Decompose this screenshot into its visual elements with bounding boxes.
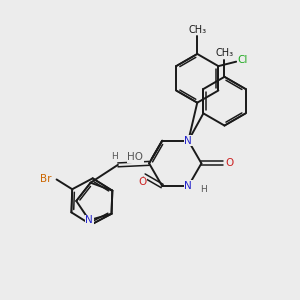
Text: H: H: [200, 185, 207, 194]
Text: N: N: [184, 136, 192, 146]
Text: O: O: [139, 177, 147, 187]
Text: CH₃: CH₃: [215, 48, 234, 58]
Text: CH₃: CH₃: [188, 25, 206, 34]
Text: O: O: [225, 158, 233, 168]
Text: H: H: [111, 152, 118, 161]
Text: N: N: [85, 215, 93, 225]
Text: Br: Br: [40, 174, 51, 184]
Text: Cl: Cl: [238, 55, 248, 65]
Text: N: N: [184, 181, 192, 191]
Text: HO: HO: [128, 152, 143, 162]
